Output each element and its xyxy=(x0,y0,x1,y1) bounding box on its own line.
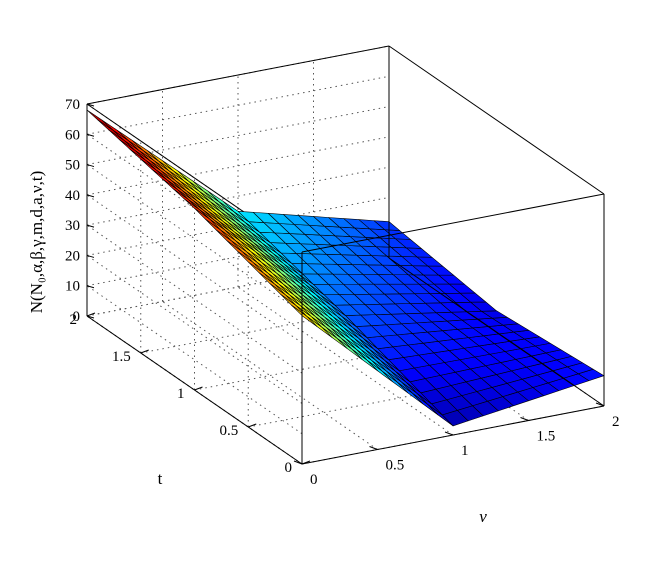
z-tick-label: 10 xyxy=(65,279,80,295)
z-tick xyxy=(86,224,95,228)
z-axis-label: N(N₀,α,β,γ,m,d,a,ν,t) xyxy=(27,171,46,314)
x-tick-label: 0.5 xyxy=(386,458,405,474)
x-tick xyxy=(444,431,454,436)
x-tick xyxy=(520,417,529,421)
z-tick-label: 70 xyxy=(65,97,80,113)
box-edge xyxy=(388,257,605,407)
surface-patch xyxy=(112,129,139,151)
z-tick-label: 20 xyxy=(65,248,80,264)
x-tick xyxy=(595,402,605,407)
z-tick-label: 30 xyxy=(65,218,80,234)
z-tick xyxy=(86,194,95,198)
x-tick-label: 1 xyxy=(461,443,469,459)
y-tick xyxy=(248,423,257,428)
y-axis-label: t xyxy=(158,469,163,488)
y-tick xyxy=(301,460,311,465)
y-tick xyxy=(86,312,96,317)
x-axis-label: ν xyxy=(479,507,487,526)
box-edge xyxy=(301,193,605,253)
box-edge xyxy=(86,45,390,105)
box-edge xyxy=(388,45,605,195)
y-tick-label: 1.5 xyxy=(112,349,131,365)
y-tick xyxy=(194,386,203,391)
surface-patch xyxy=(86,109,114,131)
y-tick-label: 0 xyxy=(285,460,293,476)
surface-patch xyxy=(97,119,124,141)
x-tick-label: 2 xyxy=(612,414,620,430)
z-tick xyxy=(86,103,95,107)
z-tick-label: 60 xyxy=(65,127,80,143)
z-tick xyxy=(86,285,95,289)
surface-mesh xyxy=(86,109,605,427)
y-tick-label: 1 xyxy=(177,386,185,402)
z-tick xyxy=(86,254,95,258)
x-tick xyxy=(369,446,378,450)
x-tick-label: 1.5 xyxy=(537,429,556,445)
x-tick-label: 0 xyxy=(310,472,318,488)
z-tick-label: 0 xyxy=(73,309,81,325)
y-tick-label: 0.5 xyxy=(220,423,239,439)
y-tick xyxy=(140,349,149,354)
x-tick xyxy=(293,460,303,465)
z-tick-label: 50 xyxy=(65,158,80,174)
z-tick xyxy=(86,133,95,137)
y-tick-label: 2 xyxy=(70,312,78,328)
z-tick xyxy=(86,315,95,319)
z-tick xyxy=(86,164,95,168)
z-tick-label: 40 xyxy=(65,188,80,204)
